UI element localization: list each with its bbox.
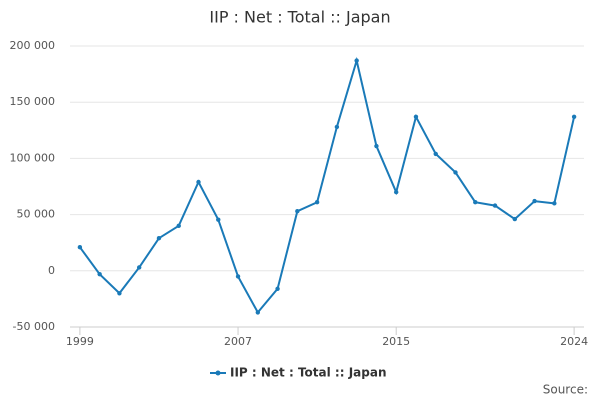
point: [334, 124, 340, 130]
point: [196, 179, 201, 185]
x-tick-label: 2007: [224, 335, 252, 348]
point: [295, 209, 300, 214]
point: [571, 114, 577, 120]
point: [393, 189, 399, 195]
point: [492, 203, 498, 208]
point: [117, 291, 122, 296]
y-tick-label: 100 000: [10, 151, 56, 164]
x-tick-label: 2024: [560, 335, 588, 348]
x-tick-label: 1999: [66, 335, 94, 348]
point: [354, 58, 359, 63]
point: [512, 216, 518, 222]
point: [552, 201, 557, 206]
point: [136, 265, 142, 270]
point: [433, 151, 438, 157]
point: [176, 223, 181, 229]
point: [453, 170, 458, 175]
point: [473, 200, 478, 205]
point: [77, 244, 83, 250]
chart-title: IIP : Net : Total :: Japan: [209, 8, 390, 27]
point: [255, 310, 261, 315]
point: [374, 143, 379, 149]
point: [216, 217, 221, 222]
y-tick-label: 50 000: [17, 208, 56, 221]
source: Source:: [543, 383, 588, 397]
point: [156, 236, 162, 241]
y-tick-label: 200 000: [10, 39, 56, 52]
x-tick-label: 2015: [382, 335, 410, 348]
point: [97, 271, 102, 277]
point: [235, 274, 241, 279]
line: [79, 56, 576, 315]
point: [275, 286, 280, 291]
legend-label: IIP : Net : Total :: Japan: [230, 366, 386, 380]
point: [413, 114, 419, 120]
y-tick-label: 150 000: [10, 95, 56, 108]
point: [532, 198, 537, 204]
y-tick-label: 0: [48, 264, 55, 277]
point: [314, 200, 320, 205]
y-tick-label: -50 000: [13, 320, 55, 333]
legend-marker: [215, 370, 221, 376]
